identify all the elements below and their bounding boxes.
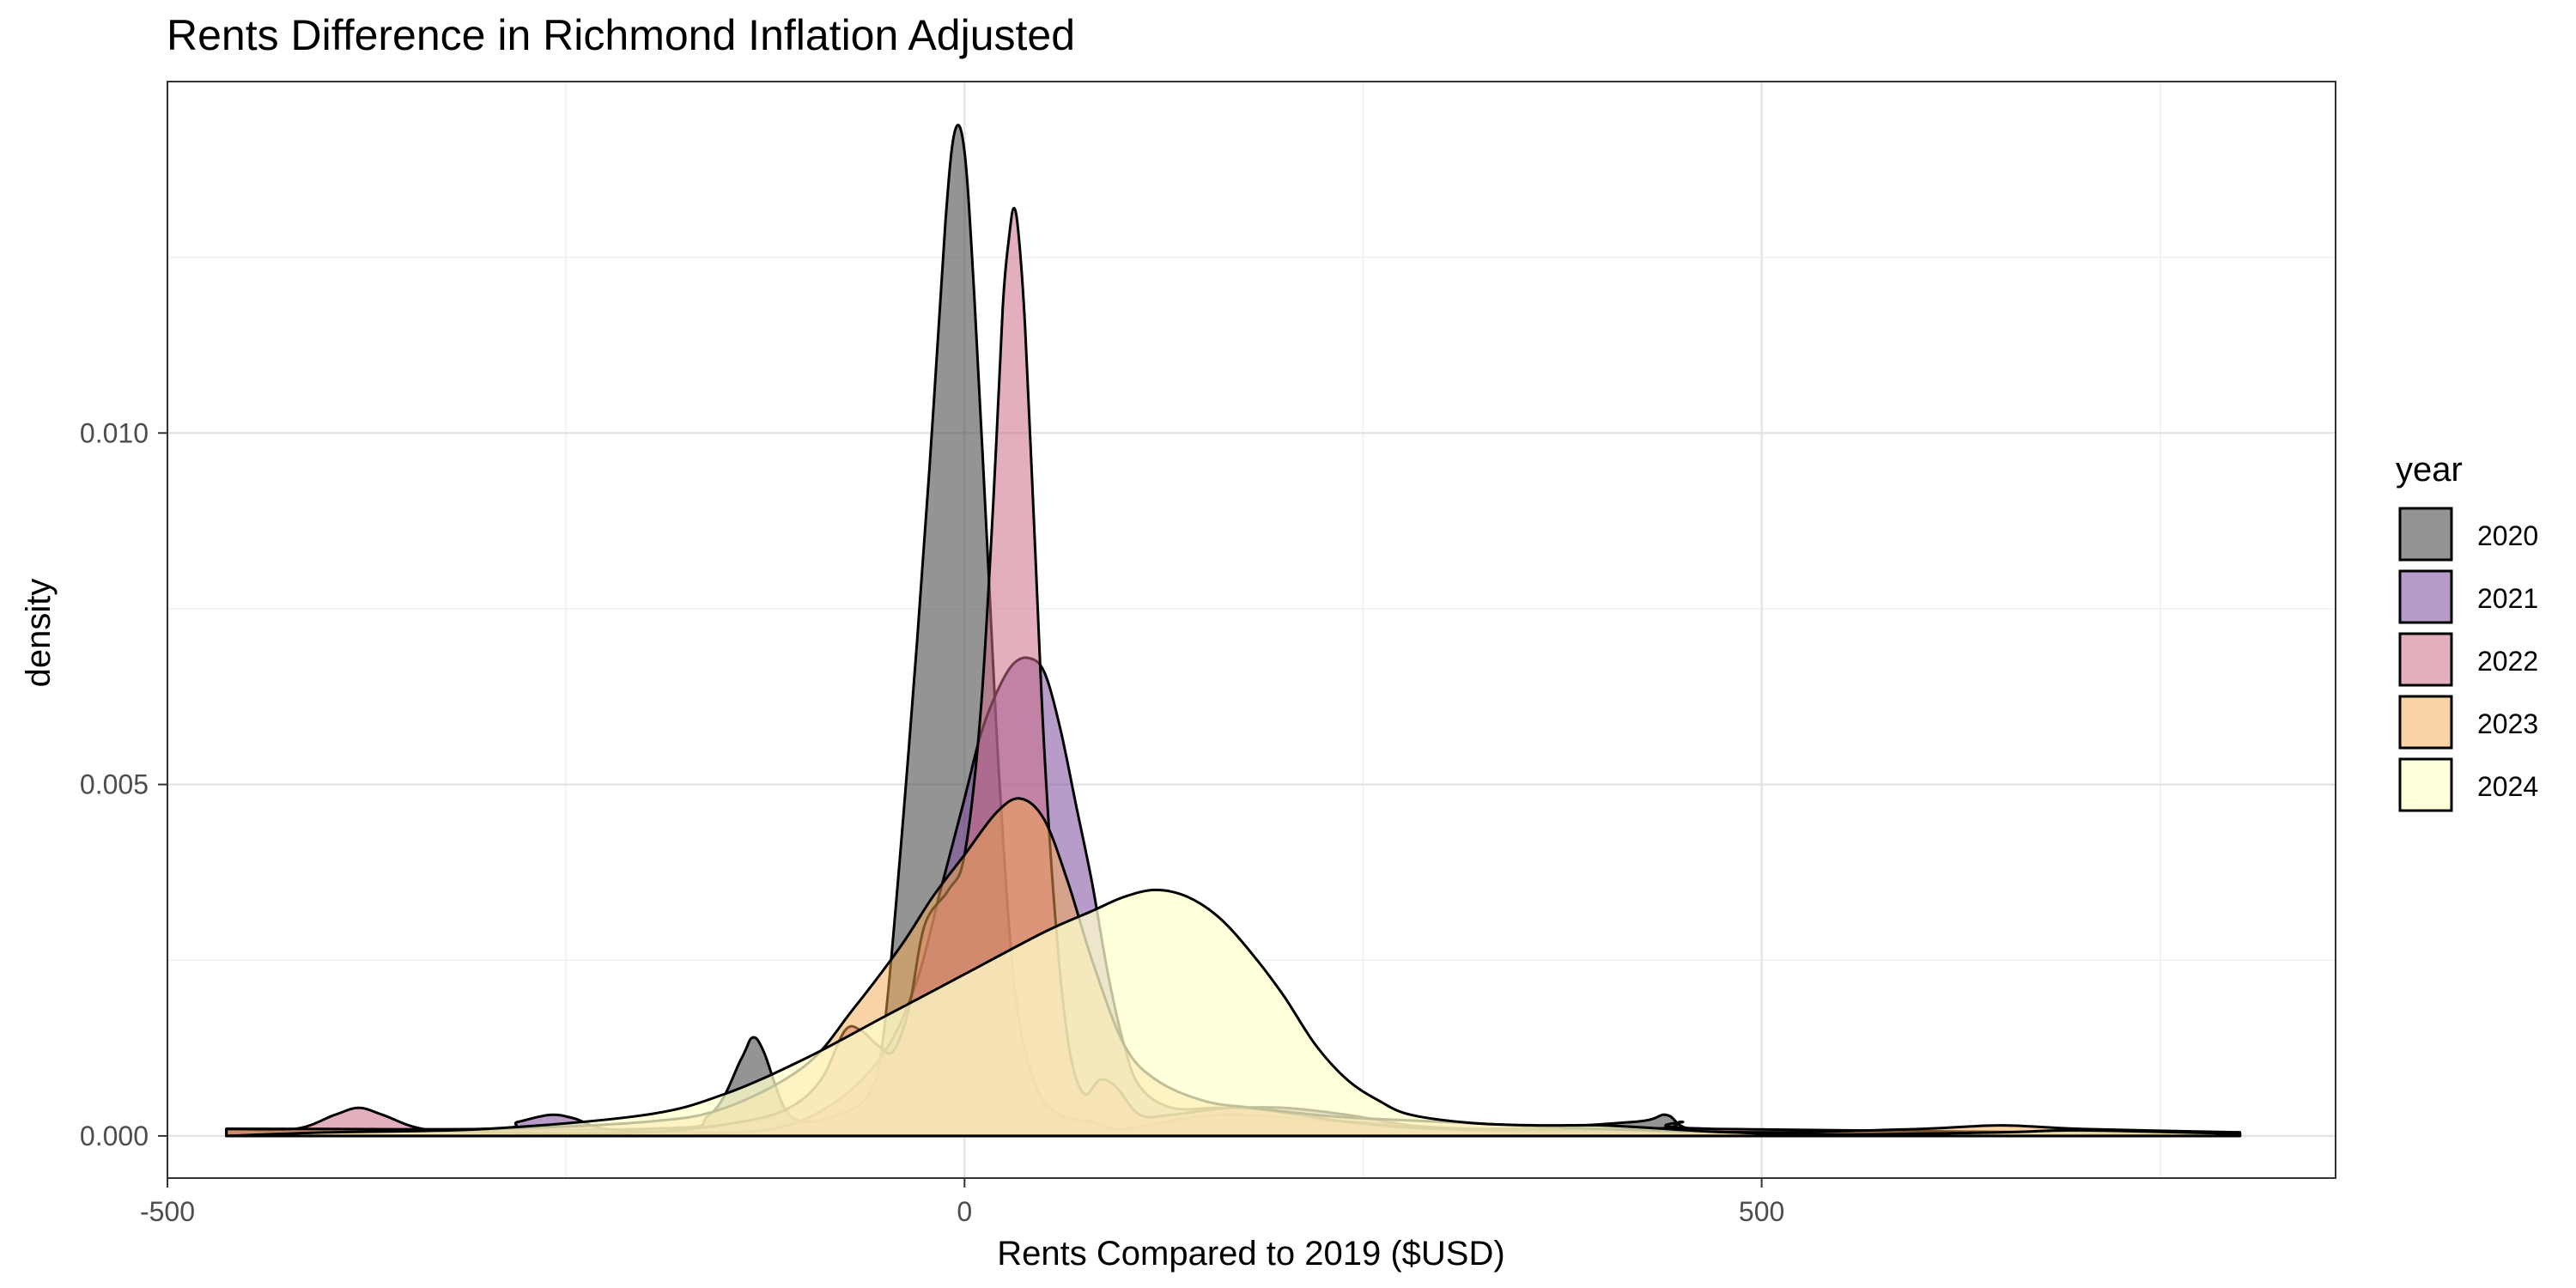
legend-swatch-2022 (2398, 632, 2453, 687)
y-tick-label: 0.005 (80, 769, 149, 800)
legend-swatch-2024 (2398, 757, 2453, 812)
legend-label-2021: 2021 (2477, 583, 2538, 614)
x-tick-label: 500 (1739, 1196, 1784, 1227)
y-axis-label: density (20, 579, 58, 688)
y-tick-label: 0.000 (80, 1121, 149, 1151)
legend-label-2023: 2023 (2477, 708, 2538, 739)
density-areas (225, 124, 2242, 1138)
y-axis: 0.000 0.005 0.010 (80, 417, 167, 1151)
plot-border (167, 81, 2336, 1179)
x-tick-label: 0 (957, 1196, 972, 1227)
legend-swatch-2021 (2398, 569, 2453, 624)
x-tick-label: -500 (140, 1196, 195, 1227)
x-axis: -500 0 500 (140, 1178, 1784, 1227)
y-tick-label: 0.010 (80, 417, 149, 448)
legend: year 2020 2021 2022 2023 2024 (2396, 451, 2538, 812)
legend-title: year (2396, 451, 2463, 489)
legend-label-2024: 2024 (2477, 771, 2538, 802)
legend-label-2020: 2020 (2477, 520, 2538, 551)
legend-swatch-2023 (2398, 695, 2453, 750)
legend-swatch-2020 (2398, 507, 2453, 562)
legend-label-2022: 2022 (2477, 646, 2538, 677)
x-axis-label: Rents Compared to 2019 ($USD) (997, 1235, 1504, 1273)
density-area-2024 (225, 888, 2242, 1138)
chart-title: Rents Difference in Richmond Inflation A… (167, 11, 1075, 59)
